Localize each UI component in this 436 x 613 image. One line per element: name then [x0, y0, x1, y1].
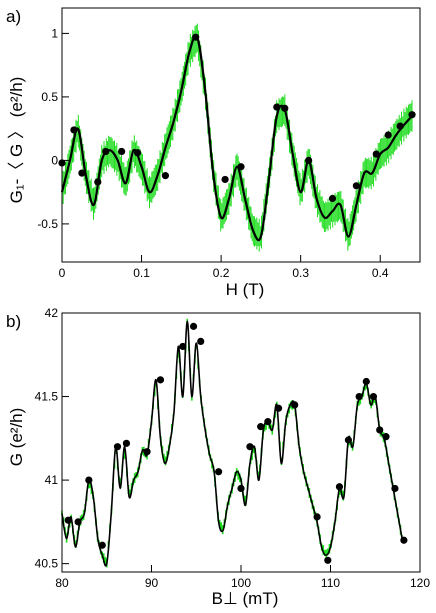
panel-a-marker [78, 169, 86, 177]
panel-a-marker [384, 131, 392, 139]
panel-b-marker [274, 404, 283, 412]
panel-a-y-tick-label: 1 [51, 26, 58, 40]
panel-b-x-tick-label: 90 [145, 576, 159, 590]
panel-b-marker [189, 322, 198, 330]
panel-a-marker [192, 33, 200, 41]
panel-a-x-tick-label: 0.1 [133, 266, 150, 280]
panel-b-y-tick-label: 41.5 [35, 390, 59, 404]
panel-b-markers [64, 322, 408, 564]
panel-b-frame [61, 312, 421, 573]
panel-a-marker [94, 178, 102, 186]
panel-b-smooth-line [61, 320, 403, 567]
panel-b-marker [324, 556, 332, 564]
panel-a-x-tick-label: 0.4 [372, 266, 389, 280]
panel-a-x-tick-label: 0.3 [292, 266, 309, 280]
panel-b-marker [74, 518, 82, 526]
panel-b-marker [143, 448, 151, 456]
panel-a-frame [61, 7, 421, 263]
panel-a-x-tick-label: 0 [59, 266, 66, 280]
panel-a-marker [237, 163, 245, 171]
panel-b-marker [64, 516, 72, 524]
panel-b-marker [400, 536, 408, 544]
panel-b-marker [113, 443, 122, 451]
panel-b-marker [179, 342, 187, 351]
panel-a-marker [352, 182, 360, 190]
panel-b-x-tick-label: 100 [231, 576, 251, 590]
panel-a-noisy-band [61, 23, 413, 252]
panel-b-marker [313, 513, 321, 521]
panel-a-marker [305, 156, 313, 164]
panel-b-x-tick-label: 110 [321, 576, 340, 590]
panel-a-marker [372, 150, 380, 158]
panel-a-markers [58, 33, 416, 203]
panel-a-x-axis-label: H (T) [226, 280, 265, 299]
panel-a-marker [328, 194, 337, 203]
panel-b-marker [335, 483, 344, 491]
panel-b-marker [122, 439, 131, 447]
panel-b-y-tick-label: 40.5 [35, 557, 59, 571]
panel-b-marker [362, 377, 370, 386]
panel-a-x-tick-label: 0.2 [213, 266, 230, 280]
panel-a-y-axis-label: G₁-〈 G 〉 (e²/h) [7, 77, 26, 204]
panel-a-y-tick-label: 0.5 [41, 90, 58, 104]
panel-b-marker [344, 436, 352, 444]
panel-b-x-tick-label: 120 [410, 576, 430, 590]
panel-b-marker [197, 337, 205, 346]
panel-b-marker [246, 443, 254, 451]
panel-a-marker [161, 172, 170, 180]
panel-a: a) 0 0.1 0.2 0.3 0.4 -0.5 0 0.5 1 H (T) G₁-〈 G … [6, 7, 421, 299]
panel-b-marker [391, 484, 399, 493]
panel-a-marker [70, 126, 78, 134]
panel-a-marker [118, 147, 126, 156]
panel-a-marker [273, 103, 281, 111]
panel-b-x-ticks: 80 90 100 110 120 [55, 565, 430, 590]
panel-b-x-tick-label: 80 [55, 576, 69, 590]
panel-b-y-ticks: 40.5 41 41.5 42 [35, 306, 69, 571]
panel-b-marker [85, 476, 93, 484]
panel-b-marker [369, 392, 378, 401]
panel-a-marker [133, 149, 142, 157]
panel-b-marker [156, 376, 165, 384]
panel-a-marker [396, 122, 404, 130]
panel-b-marker [355, 392, 363, 401]
panel-a-marker [102, 147, 110, 156]
panel-b-marker [215, 468, 223, 476]
panel-b-marker [257, 423, 265, 431]
panel-a-marker [281, 104, 289, 112]
panel-b-marker [291, 401, 299, 409]
panel-a-y-ticks: -0.5 0 0.5 1 [37, 26, 69, 231]
panel-b-label: b) [6, 312, 21, 331]
panel-a-label: a) [6, 7, 21, 26]
panel-b-marker [376, 426, 384, 434]
panel-a-y-tick-label: 0 [51, 153, 58, 167]
panel-b: b) 80 90 100 110 120 40.5 41 41.5 42 B⊥ (mT) G … [6, 306, 430, 608]
panel-b-marker [237, 484, 245, 493]
panel-b-x-axis-label: B⊥ (mT) [212, 589, 279, 608]
panel-a-marker [408, 111, 416, 119]
panel-a-smooth-line [60, 34, 413, 242]
panel-b-marker [264, 418, 272, 426]
panel-b-marker [98, 541, 106, 549]
panel-b-y-tick-label: 42 [45, 306, 59, 320]
panel-a-marker [221, 175, 229, 184]
panel-a-y-tick-label: -0.5 [37, 217, 58, 231]
panel-a-noisy-trace [61, 23, 413, 252]
panel-b-y-axis-label: G (e²/h) [7, 408, 26, 467]
panel-b-y-tick-label: 41 [45, 473, 59, 487]
panel-b-marker [382, 433, 390, 441]
panel-a-x-ticks: 0 0.1 0.2 0.3 0.4 [59, 255, 389, 280]
